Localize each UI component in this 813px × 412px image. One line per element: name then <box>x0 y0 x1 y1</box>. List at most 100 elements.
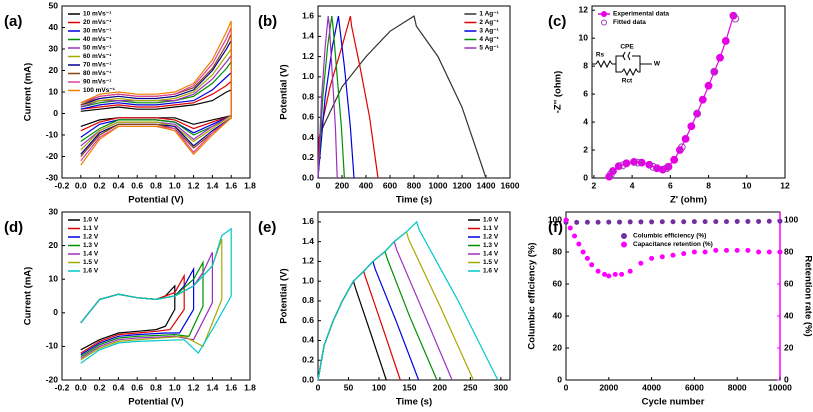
x-tick-label: 600 <box>383 180 397 190</box>
series-line <box>317 279 387 381</box>
legend-label: Capacitance retention (%) <box>633 241 713 248</box>
y-tick-label: 10 <box>579 32 589 42</box>
y-tick-label: 30 <box>49 206 59 216</box>
data-point <box>567 225 573 231</box>
x-tick-label: 100 <box>372 382 386 392</box>
x-tick-label: 0.0 <box>75 382 87 392</box>
x-tick-label: 200 <box>335 180 349 190</box>
legend-label: 1.0 V <box>483 217 499 224</box>
x-tick-label: 1.6 <box>225 382 237 392</box>
y2-tick-label: 60 <box>784 278 794 288</box>
legend-label: 3 Ag⁻¹ <box>479 28 498 35</box>
data-point <box>670 155 679 164</box>
x-tick-label: 250 <box>463 382 477 392</box>
x-tick-label: 1600 <box>501 180 520 190</box>
y-tick-label: 1.6 <box>302 10 314 20</box>
circuit-label: CPE <box>620 44 634 51</box>
data-point <box>731 14 740 23</box>
data-point <box>691 219 697 225</box>
y-tick-label: -30 <box>46 172 59 182</box>
data-point <box>627 219 633 225</box>
data-point <box>766 218 772 224</box>
legend-label: 20 mVs⁻¹ <box>83 19 111 26</box>
y-tick-label: 40 <box>49 22 59 32</box>
x-tick-label: 0.2 <box>94 382 106 392</box>
series-line <box>80 227 232 364</box>
series-line <box>317 15 355 179</box>
x-axis-label: Z' (ohm) <box>670 195 707 206</box>
x-tick-label: 10000 <box>768 382 792 392</box>
data-point <box>649 255 655 261</box>
y-tick-label: 1.2 <box>302 256 314 266</box>
y-tick-label: 20 <box>553 342 563 352</box>
y-tick-label: 6 <box>583 88 588 98</box>
data-point <box>704 81 713 90</box>
data-point <box>612 271 618 277</box>
data-point <box>681 134 690 143</box>
data-point <box>576 241 582 247</box>
panel-label: (f) <box>548 219 563 236</box>
data-point <box>606 273 612 279</box>
y-tick-label: 2 <box>583 144 588 154</box>
legend-label: 1.0 V <box>83 217 99 224</box>
x-tick-label: 12 <box>780 180 790 190</box>
series-line <box>80 20 232 166</box>
data-point <box>627 268 633 274</box>
legend-marker <box>621 241 627 248</box>
x-tick-label: 1.4 <box>206 382 218 392</box>
circuit-label: Rct <box>622 78 633 85</box>
x-tick-label: 6000 <box>685 382 704 392</box>
data-point <box>716 53 724 62</box>
data-point <box>595 219 601 225</box>
legend-label: 2 Ag⁻¹ <box>479 19 498 26</box>
legend-label: 90 mVs⁻¹ <box>83 79 111 86</box>
y-tick-label: 0.2 <box>302 152 314 162</box>
y-tick-label: 0.0 <box>302 374 314 384</box>
x-tick-label: 0.6 <box>131 180 143 190</box>
y-tick-label: -20 <box>46 151 59 161</box>
data-point <box>606 219 612 225</box>
x-axis-label: Time (s) <box>396 397 432 408</box>
x-tick-label: 200 <box>433 382 447 392</box>
y-tick-label: 50 <box>49 0 59 10</box>
x-tick-label: -0.2 <box>55 180 70 190</box>
data-point <box>662 164 671 173</box>
x-tick-label: 0.8 <box>150 382 162 392</box>
data-point <box>584 255 590 261</box>
data-point <box>710 67 719 76</box>
y-tick-label: 100 <box>548 214 562 224</box>
x-tick-label: 0.4 <box>112 382 124 392</box>
data-point <box>659 219 665 225</box>
x-tick-label: 0 <box>316 382 321 392</box>
legend-label: 80 mVs⁻¹ <box>83 70 111 77</box>
y-axis-label: Current (mA) <box>23 63 34 122</box>
x-tick-label: 1.2 <box>188 382 200 392</box>
x-tick-label: 300 <box>494 382 508 392</box>
legend-label: 1.3 V <box>83 242 99 249</box>
data-point <box>745 247 751 253</box>
data-point <box>617 219 622 225</box>
x-tick-label: 800 <box>407 180 421 190</box>
x-tick-label: 1.2 <box>188 180 200 190</box>
data-point <box>572 233 578 239</box>
y-tick-label: 1.4 <box>302 31 314 41</box>
y-tick-label: 10 <box>49 273 59 283</box>
x-axis-label: Time (s) <box>396 195 432 206</box>
data-point <box>649 162 658 171</box>
data-point <box>777 249 783 255</box>
y-tick-label: -20 <box>46 374 59 384</box>
x-tick-label: 2 <box>592 180 597 190</box>
x-tick-label: 0.2 <box>94 180 106 190</box>
legend-label: 1.6 V <box>483 268 499 275</box>
y-tick-label: 1.0 <box>302 71 314 81</box>
data-point <box>622 159 631 168</box>
x-tick-label: 10 <box>742 180 752 190</box>
panel-label: (d) <box>4 219 23 236</box>
x-tick-label: 1.0 <box>169 180 181 190</box>
x-tick-label: 1.8 <box>244 382 256 392</box>
data-point <box>745 218 751 224</box>
y-tick-label: 12 <box>579 4 589 14</box>
data-point <box>713 247 719 253</box>
legend-label: 1.4 V <box>483 251 499 258</box>
